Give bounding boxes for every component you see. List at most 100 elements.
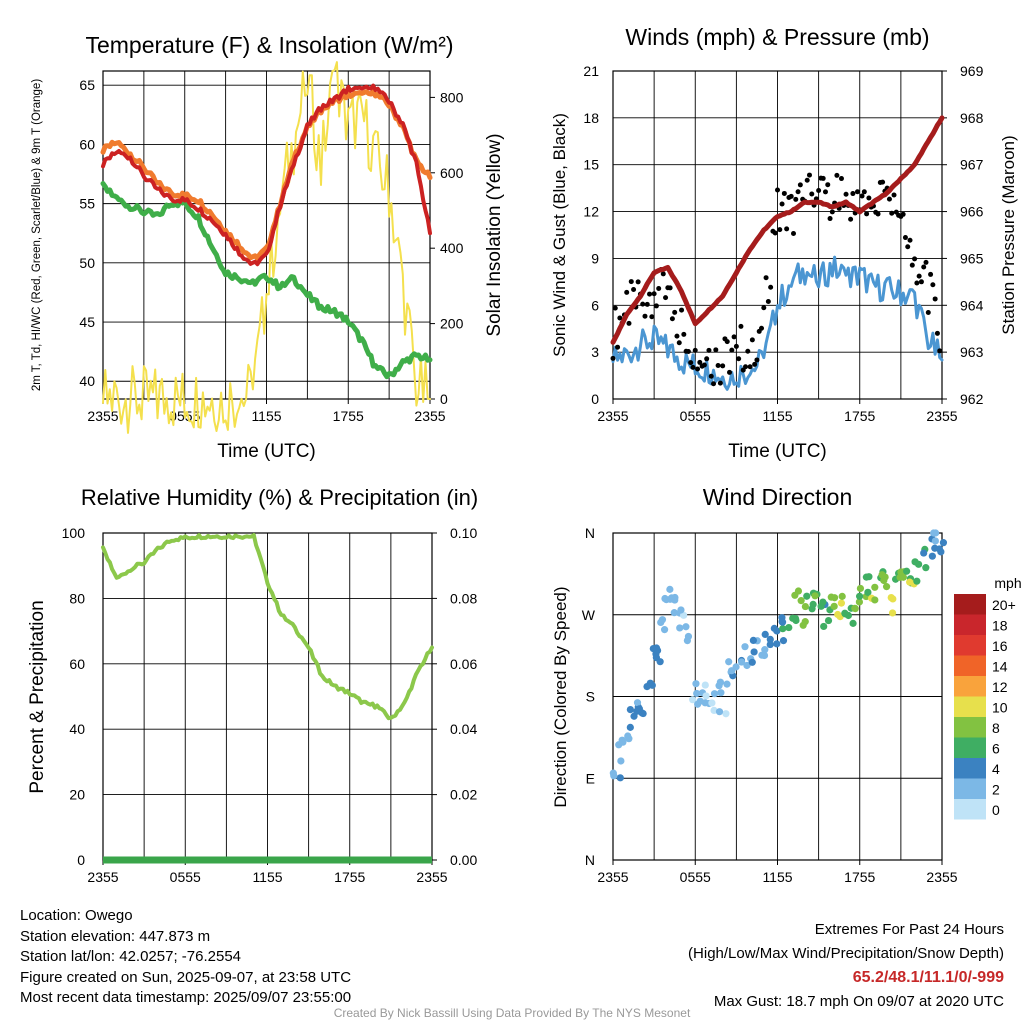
gust-point <box>743 364 749 370</box>
gust-point <box>663 295 669 301</box>
direction-point <box>727 667 736 675</box>
gust-point <box>720 363 726 369</box>
gust-point <box>850 191 856 197</box>
gust-point <box>912 256 918 262</box>
precip-ytick-label: 0.04 <box>450 721 477 737</box>
insolation-ytick-label: 600 <box>440 165 464 181</box>
gust-point <box>676 340 682 346</box>
gust-point <box>672 309 678 315</box>
legend-swatch <box>954 778 986 799</box>
legend-label: 16 <box>992 638 1008 654</box>
direction-ytick-label: E <box>586 770 595 786</box>
direction-point <box>819 598 827 606</box>
direction-point <box>684 632 693 641</box>
direction-point <box>717 689 725 697</box>
gust-point <box>928 271 934 277</box>
direction-point <box>903 567 911 575</box>
created-text: Figure created on Sun, 2025-09-07, at 23… <box>20 968 352 986</box>
insolation-ylabel: Solar Insolation (Yellow) <box>484 133 505 336</box>
humidity-ytick-label: 80 <box>69 590 85 606</box>
gust-point <box>921 264 927 270</box>
gust-point <box>628 279 634 285</box>
direction-point <box>652 644 661 652</box>
gust-point <box>706 347 712 353</box>
humidity-ytick-label: 0 <box>77 852 85 868</box>
gust-point <box>779 201 785 207</box>
direction-point <box>766 640 774 649</box>
gust-point <box>806 172 812 178</box>
direction-point <box>830 602 838 610</box>
gust-point <box>708 373 714 379</box>
direction-point <box>864 588 872 596</box>
gust-point <box>784 226 790 232</box>
pressure-ytick-label: 965 <box>960 250 984 266</box>
direction-point <box>801 602 810 611</box>
gust-point <box>834 172 840 178</box>
direction-point <box>708 699 716 707</box>
extremes-values: 65.2/48.1/11.1/0/-999 <box>852 969 1004 986</box>
location-text: Location: Owego <box>20 907 133 924</box>
gust-point <box>738 323 744 329</box>
direction-point <box>741 643 749 651</box>
temperature-xtick-label: 2355 <box>414 408 445 424</box>
gust-point <box>690 364 696 370</box>
direction-point <box>824 616 833 625</box>
direction-point <box>811 592 819 600</box>
gust-point <box>626 320 632 326</box>
humidity-ytick-label: 60 <box>69 656 85 672</box>
direction-point <box>725 658 733 666</box>
pressure-ytick-label: 967 <box>960 157 984 173</box>
direction-point <box>610 772 618 780</box>
temperature-title: Temperature (F) & Insolation (W/m²) <box>85 32 453 58</box>
direction-point <box>671 593 679 602</box>
gust-point <box>866 195 872 201</box>
gust-point <box>649 314 655 320</box>
gust-point <box>804 177 810 183</box>
credit-text: Created By Nick Bassill Using Data Provi… <box>333 1006 691 1020</box>
direction-point <box>692 680 700 688</box>
legend-swatch <box>954 799 986 820</box>
gust-point <box>781 190 787 196</box>
legend-swatch <box>954 594 986 615</box>
direction-point <box>635 705 643 713</box>
gust-point <box>656 285 662 291</box>
gust-point <box>653 303 659 309</box>
insolation-line <box>102 61 431 434</box>
precip-ytick-label: 0.08 <box>450 590 477 606</box>
direction-ytick-label: W <box>582 607 596 623</box>
gust-point <box>692 347 698 353</box>
humidity-xtick-label: 0555 <box>170 869 201 885</box>
gust-point <box>909 262 915 268</box>
temp-9m-line <box>100 88 433 261</box>
gust-point <box>900 211 906 217</box>
direction-point <box>801 618 809 626</box>
insolation-ytick-label: 0 <box>440 391 448 407</box>
gust-point <box>772 230 778 236</box>
direction-point <box>803 592 811 600</box>
direction-point <box>682 623 690 631</box>
direction-point <box>856 584 865 593</box>
humidity-xtick-label: 2355 <box>416 869 447 885</box>
direction-point <box>761 646 769 654</box>
winds-ytick-label: 18 <box>583 110 599 126</box>
gust-point <box>759 325 765 331</box>
direction-point <box>930 529 938 537</box>
direction-point <box>922 564 930 572</box>
gust-point <box>765 299 771 305</box>
direction-point <box>871 596 879 604</box>
elevation-text: Station elevation: 447.873 m <box>20 927 211 945</box>
direction-point <box>931 537 939 545</box>
direction-point <box>617 757 625 765</box>
winds-xtick-label: 2355 <box>926 408 957 424</box>
direction-point <box>658 616 667 624</box>
direction-point <box>855 592 864 600</box>
direction-point <box>624 732 632 740</box>
direction-point <box>761 630 769 638</box>
winds-xtick-label: 1155 <box>762 408 792 424</box>
pressure-ytick-label: 962 <box>960 391 984 407</box>
direction-point <box>797 597 805 605</box>
direction-point <box>789 614 797 622</box>
direction-point <box>785 623 793 632</box>
